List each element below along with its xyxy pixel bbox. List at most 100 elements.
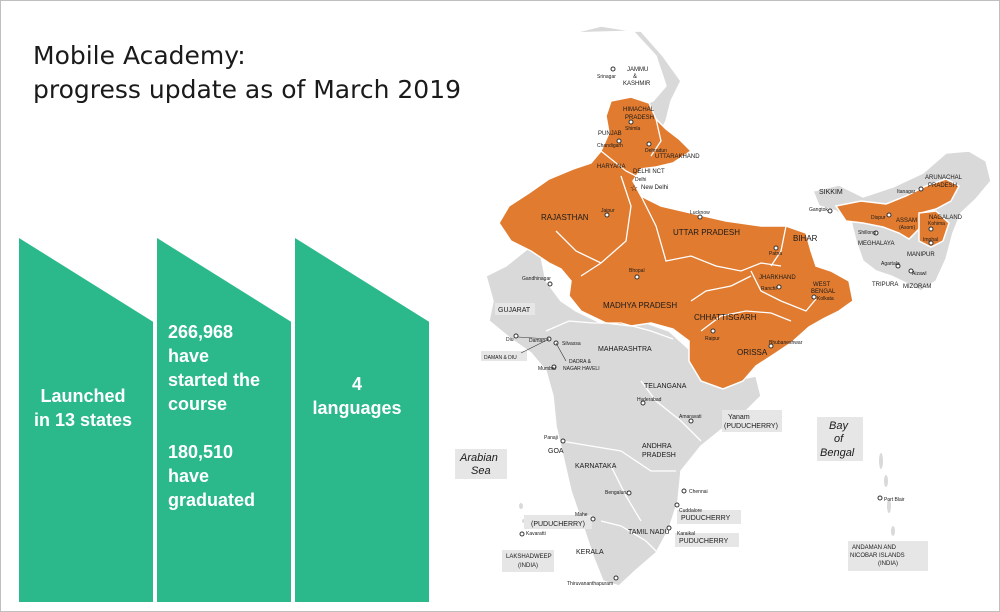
city-agartala: Agartala — [881, 261, 900, 267]
city-panaji: Panaji — [544, 435, 558, 441]
city-kolkata: Kolkata — [817, 296, 834, 302]
label-delhi: DELHI NCT — [633, 169, 665, 175]
languages-text: 4 languages — [298, 372, 416, 420]
graduated-count: 180,510 — [168, 442, 234, 462]
learners-text: 266,968 have started the course 180,510 … — [168, 320, 283, 512]
label-jammu-2: & — [633, 74, 637, 80]
city-mumbai: Mumbai — [538, 366, 556, 372]
city-assam-alt: (Asom) — [899, 225, 915, 231]
label-lakshadweep-2: (INDIA) — [518, 563, 538, 569]
label-chhattisgarh: CHHATTISGARH — [694, 313, 757, 322]
city-kavaratti: Kavaratti — [526, 531, 546, 537]
label-andaman-2: NICOBAR ISLANDS — [850, 553, 905, 559]
city-dot-diu — [513, 333, 519, 339]
city-dot-chandigarh — [616, 138, 622, 144]
label-puducherry-karaikal: PUDUCHERRY — [679, 538, 729, 545]
label-puducherry-mahe: (PUDUCHERRY) — [531, 521, 585, 528]
city-dot-port-blair — [877, 495, 883, 501]
launched-line-1: Launched — [40, 386, 126, 406]
city-silvassa: Silvassa — [562, 341, 581, 347]
city-cuddalore: Cuddalore — [679, 508, 702, 514]
city-itanagar: Itanagar — [897, 189, 916, 195]
city-dot-jaipur — [604, 212, 610, 218]
city-dot-shillong — [873, 230, 879, 236]
city-dot-bhopal — [634, 274, 640, 280]
launched-state-assam — [834, 178, 961, 240]
city-ranchi: Ranchi — [761, 286, 777, 292]
city-dot-bengaluru — [626, 490, 632, 496]
label-daman-diu: DAMAN & DIU — [484, 355, 517, 361]
city-dot-karaikal — [666, 525, 672, 531]
india-map: HIMACHAL PRADESH UTTARAKHAND DELHI NCT R… — [455, 25, 992, 587]
languages-count: 4 — [351, 374, 362, 394]
label-bihar: BIHAR — [793, 234, 818, 243]
label-meghalaya: MEGHALAYA — [858, 241, 894, 247]
city-kohima: Kohima — [928, 221, 945, 227]
diu-daman-connector — [517, 336, 550, 340]
started-line-3: started the — [168, 370, 261, 390]
city-shimla: Shimla — [625, 126, 641, 132]
label-bay-3: Bengal — [820, 447, 855, 459]
city-bengaluru: Bengaluru — [605, 490, 628, 496]
launched-state-manipur-area — [918, 210, 950, 248]
water-labels: Arabian Sea Bay of Bengal — [459, 420, 855, 477]
label-arunachal-2: PRADESH — [928, 183, 957, 189]
city-chandigarh: Chandigarh — [597, 143, 623, 149]
other-state-labels: JAMMU & KASHMIR PUNJAB HARYANA GUJARAT M… — [484, 67, 963, 569]
launched-state-labels: HIMACHAL PRADESH UTTARAKHAND DELHI NCT R… — [541, 107, 917, 357]
launched-states-north — [498, 96, 854, 390]
label-jharkhand: JHARKHAND — [759, 275, 796, 281]
city-bhubaneshwar: Bhubaneshwar — [769, 340, 803, 346]
label-andhra-1: ANDHRA — [642, 443, 672, 450]
city-raipur: Raipur — [705, 336, 720, 342]
label-uttarakhand: UTTARAKHAND — [655, 154, 700, 160]
city-dehradun: Dehradun — [645, 148, 667, 154]
city-dot-imphal — [928, 240, 934, 246]
title-line-1: Mobile Academy: — [33, 41, 246, 70]
city-diu: Diu — [506, 337, 514, 343]
label-arabian-2: Sea — [471, 465, 491, 477]
city-dot-itanagar — [918, 186, 924, 192]
city-karaikal: Karaikal — [677, 531, 695, 537]
label-jammu-1: JAMMU — [627, 67, 648, 73]
star-icon: ☆ — [630, 183, 638, 193]
label-kerala: KERALA — [576, 549, 604, 556]
label-west-bengal-1: WEST — [813, 282, 831, 288]
label-himachal-1: HIMACHAL — [623, 107, 655, 113]
label-bay-2: of — [834, 433, 844, 445]
label-lakshadweep-1: LAKSHADWEEP — [506, 554, 552, 560]
city-dot-ranchi — [776, 284, 782, 290]
label-telangana: TELANGANA — [644, 383, 687, 390]
city-dot-hyderabad — [640, 400, 646, 406]
label-dadra-1: DADRA & — [569, 359, 592, 365]
label-sikkim: SIKKIM — [819, 189, 843, 196]
city-dot-kohima — [928, 226, 934, 232]
started-line-4: course — [168, 394, 228, 414]
label-west-bengal-2: BENGAL — [811, 289, 836, 295]
label-arabian-1: Arabian — [459, 452, 498, 464]
city-dot-gangtok — [827, 208, 833, 214]
city-new-delhi: New Delhi — [641, 185, 668, 191]
launched-line-2: in 13 states — [33, 410, 133, 430]
city-dot-srinagar — [610, 66, 616, 72]
city-srinagar: Srinagar — [597, 74, 616, 80]
label-mizoram: MIZORAM — [903, 284, 931, 290]
city-dot-dispur — [886, 212, 892, 218]
label-punjab: PUNJAB — [598, 131, 622, 137]
city-dot-lucknow — [697, 214, 703, 220]
dadra-label-connector — [555, 342, 567, 362]
slide-title: Mobile Academy: progress update as of Ma… — [33, 39, 461, 107]
started-count: 266,968 — [168, 322, 234, 342]
label-orissa: ORISSA — [737, 348, 768, 357]
city-dot-bhubaneshwar — [768, 343, 774, 349]
city-chennai: Chennai — [689, 489, 708, 495]
label-andaman-3: (INDIA) — [878, 561, 898, 567]
city-lucknow: Lucknow — [690, 210, 710, 216]
city-dot-cuddalore — [674, 502, 680, 508]
label-uttar-pradesh: UTTAR PRADESH — [673, 228, 740, 237]
graduated-line-3: graduated — [168, 490, 256, 510]
city-dot-mahe — [590, 516, 596, 522]
city-bhopal: Bhopal — [629, 268, 645, 274]
city-dot-chennai — [681, 488, 687, 494]
